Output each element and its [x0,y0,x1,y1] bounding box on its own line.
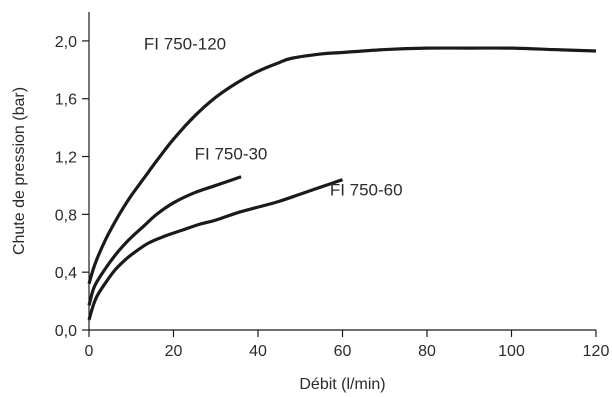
series-line-0 [87,46,597,285]
series-label: FI 750-60 [330,181,403,200]
annotation-group: FI 750-120 FI 750-30 FI 750-60 [144,35,403,200]
x-tick-label: 40 [249,343,267,360]
y-ticks: 0,0 0,4 0,8 1,2 1,6 2,0 [55,34,89,340]
series-label: FI 750-120 [144,35,226,54]
series-line-2 [87,178,344,321]
y-tick-label: 0,8 [55,207,77,224]
y-tick-label: 2,0 [55,34,77,51]
x-tick-label: 120 [583,343,610,360]
y-tick-label: 0,0 [55,323,77,340]
x-tick-label: 20 [165,343,183,360]
y-tick-label: 0,4 [55,265,77,282]
y-axis-title: Chute de pression (bar) [11,87,28,255]
y-tick-label: 1,6 [55,92,77,109]
axes [88,12,596,331]
x-axis-title: Débit (l/min) [299,376,385,393]
series-group [87,46,597,321]
y-tick-label: 1,2 [55,150,77,167]
x-tick-label: 0 [85,343,94,360]
x-ticks: 0 20 40 60 80 100 120 [85,330,610,360]
x-tick-label: 60 [334,343,352,360]
series-label: FI 750-30 [195,144,268,163]
series-line-1 [87,175,242,306]
x-tick-label: 100 [498,343,525,360]
x-tick-label: 80 [418,343,436,360]
